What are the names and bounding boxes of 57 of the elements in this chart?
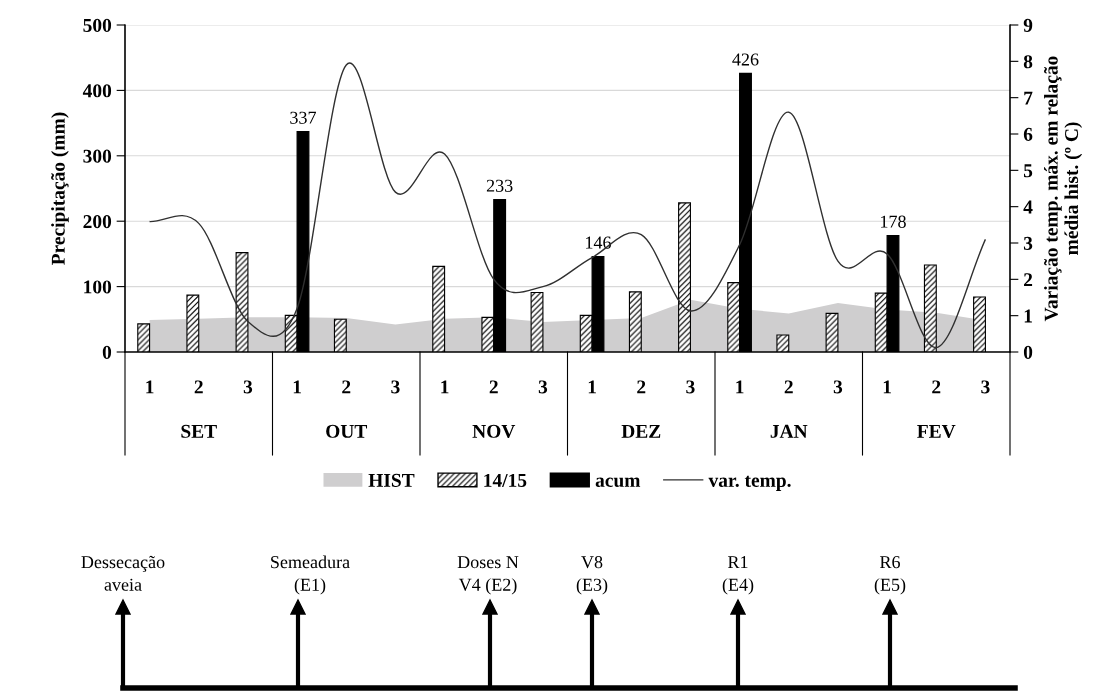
- legend-label: var. temp.: [708, 475, 791, 491]
- text: Semeadura (E1): [271, 555, 350, 595]
- text: R6 (E5): [874, 556, 906, 595]
- y2-tick-label: 5: [1023, 164, 1033, 178]
- text: DEZ: [621, 424, 661, 438]
- y2-tick-label: 8: [1023, 55, 1033, 69]
- legend-label: 14/15: [484, 473, 527, 487]
- y2-tick-label: 0: [1023, 345, 1033, 359]
- x-tick-label: 1: [441, 380, 449, 394]
- data-label: 146: [586, 236, 611, 249]
- x-tick-label: 3: [981, 380, 990, 394]
- y2-axis-title: Variação temp. máx. em relação média hist. (º C): [1044, 56, 1083, 322]
- y2-tick-label: 7: [1024, 91, 1033, 105]
- legend-label: acum: [595, 477, 641, 487]
- x-tick-label: 3: [391, 380, 400, 394]
- text: FEV: [917, 424, 956, 438]
- x-tick-label: 1: [146, 380, 154, 394]
- text: OUT: [326, 424, 368, 438]
- text: Doses N V4 (E2): [457, 556, 519, 595]
- x-tick-label: 1: [883, 380, 891, 394]
- text: NOV: [472, 424, 516, 438]
- data-label: 178: [881, 215, 906, 228]
- y-tick-label: 300: [83, 149, 112, 163]
- y2-tick-label: 4: [1023, 200, 1033, 214]
- x-tick-label: 2: [489, 380, 498, 394]
- x-tick-label: 3: [538, 380, 548, 394]
- x-tick-label: 3: [686, 380, 695, 394]
- x-tick-label: 1: [293, 380, 301, 394]
- y2-tick-label: 6: [1023, 127, 1033, 141]
- text: R1 (E4): [722, 556, 754, 595]
- y-tick-label: 200: [83, 215, 112, 229]
- text: SET: [181, 424, 217, 438]
- x-tick-label: 1: [588, 380, 596, 394]
- x-tick-label: 2: [637, 380, 646, 394]
- data-label: 337: [290, 111, 317, 124]
- y-axis-title: Precipitação (mm): [51, 112, 69, 265]
- y-tick-label: 100: [84, 280, 112, 294]
- text: JAN: [770, 424, 808, 438]
- x-tick-label: 3: [833, 380, 843, 394]
- y2-tick-label: 1: [1024, 309, 1032, 323]
- y-tick-label: 400: [82, 84, 112, 98]
- text: Dessecação aveia: [81, 555, 165, 591]
- y2-tick-label: 2: [1024, 273, 1033, 287]
- legend-label: HIST: [368, 473, 415, 487]
- x-tick-label: 2: [932, 380, 941, 394]
- text: V8 (E3): [576, 556, 608, 595]
- x-tick-label: 2: [784, 380, 793, 394]
- x-tick-label: 2: [194, 380, 203, 394]
- data-label: 426: [732, 53, 759, 66]
- y2-tick-label: 3: [1023, 236, 1033, 250]
- x-tick-label: 2: [342, 380, 351, 394]
- x-tick-label: 3: [243, 380, 253, 394]
- data-label: 233: [486, 179, 513, 192]
- y2-tick-label: 9: [1023, 18, 1033, 32]
- x-tick-label: 1: [736, 380, 744, 394]
- y-tick-label: 500: [83, 18, 112, 32]
- y-tick-label: 0: [102, 345, 112, 359]
